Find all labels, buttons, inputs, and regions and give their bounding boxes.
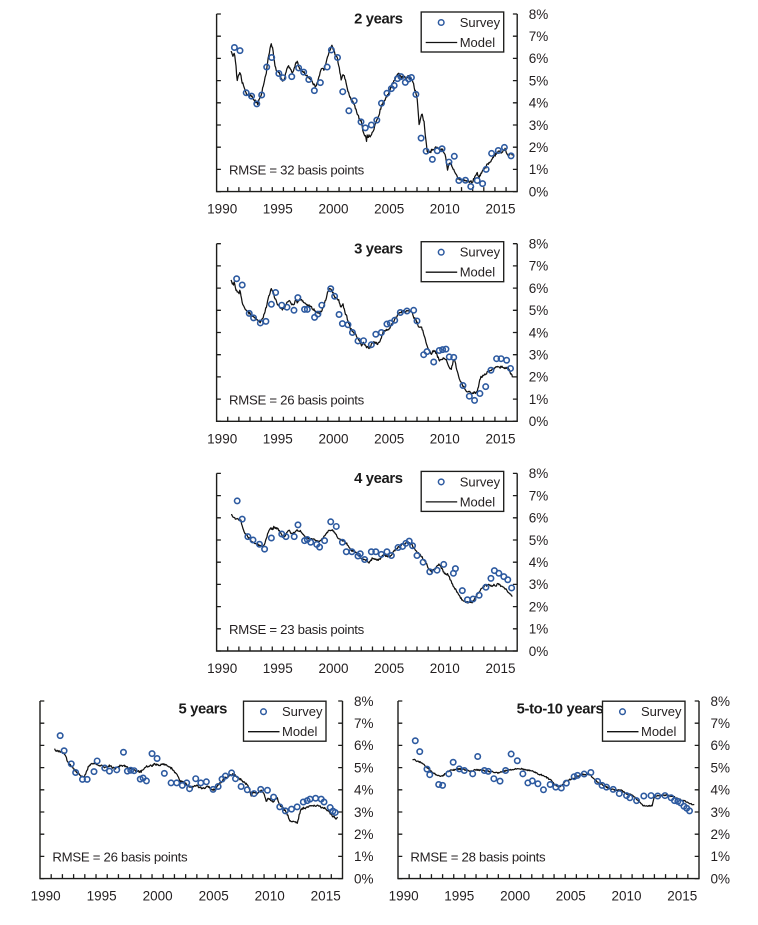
svg-text:2010: 2010 — [611, 889, 641, 904]
svg-text:2000: 2000 — [318, 431, 348, 446]
svg-text:2000: 2000 — [500, 889, 530, 904]
svg-text:5%: 5% — [529, 303, 549, 318]
svg-text:1%: 1% — [529, 622, 549, 637]
svg-text:3 years: 3 years — [354, 241, 403, 257]
svg-text:2005: 2005 — [374, 202, 404, 217]
svg-text:0%: 0% — [354, 871, 374, 886]
svg-text:6%: 6% — [529, 51, 549, 66]
svg-text:2005: 2005 — [374, 661, 404, 676]
svg-text:2010: 2010 — [430, 431, 460, 446]
svg-text:1995: 1995 — [263, 431, 293, 446]
svg-text:2005: 2005 — [556, 889, 586, 904]
svg-text:0%: 0% — [529, 184, 549, 199]
svg-text:1990: 1990 — [207, 202, 237, 217]
svg-text:Model: Model — [460, 494, 496, 509]
svg-text:8%: 8% — [354, 694, 374, 709]
svg-text:Survey: Survey — [641, 704, 682, 719]
svg-text:4%: 4% — [529, 325, 549, 340]
svg-text:3%: 3% — [529, 348, 549, 363]
svg-text:5%: 5% — [529, 73, 549, 88]
svg-text:Survey: Survey — [460, 15, 501, 30]
svg-text:RMSE = 26 basis points: RMSE = 26 basis points — [229, 392, 365, 407]
svg-text:7%: 7% — [529, 29, 549, 44]
svg-text:6%: 6% — [529, 511, 549, 526]
svg-text:5 years: 5 years — [179, 702, 228, 718]
svg-text:2000: 2000 — [318, 661, 348, 676]
svg-text:2 years: 2 years — [354, 12, 403, 28]
svg-text:2015: 2015 — [311, 889, 341, 904]
svg-text:6%: 6% — [529, 281, 549, 296]
svg-text:7%: 7% — [354, 716, 374, 731]
svg-text:0%: 0% — [529, 644, 549, 659]
svg-text:2010: 2010 — [430, 661, 460, 676]
svg-text:1990: 1990 — [207, 431, 237, 446]
svg-text:7%: 7% — [711, 716, 731, 731]
svg-text:Model: Model — [460, 35, 496, 50]
svg-text:6%: 6% — [354, 738, 374, 753]
svg-text:4%: 4% — [711, 783, 731, 798]
svg-text:5%: 5% — [529, 533, 549, 548]
svg-text:RMSE = 28 basis points: RMSE = 28 basis points — [410, 850, 546, 865]
svg-text:Model: Model — [641, 724, 677, 739]
svg-text:5-to-10 years: 5-to-10 years — [517, 702, 604, 718]
svg-text:2%: 2% — [711, 827, 731, 842]
svg-text:1990: 1990 — [389, 889, 419, 904]
svg-text:6%: 6% — [711, 738, 731, 753]
svg-text:1990: 1990 — [207, 661, 237, 676]
svg-text:2015: 2015 — [667, 889, 697, 904]
svg-text:8%: 8% — [529, 237, 549, 252]
svg-text:2015: 2015 — [485, 661, 515, 676]
svg-text:3%: 3% — [711, 805, 731, 820]
svg-text:1995: 1995 — [87, 889, 117, 904]
svg-text:RMSE = 23 basis points: RMSE = 23 basis points — [229, 622, 365, 637]
svg-text:1995: 1995 — [263, 661, 293, 676]
svg-text:1%: 1% — [711, 849, 731, 864]
svg-text:4%: 4% — [354, 783, 374, 798]
svg-text:2000: 2000 — [318, 202, 348, 217]
svg-text:2%: 2% — [354, 827, 374, 842]
svg-text:Model: Model — [460, 265, 496, 280]
svg-text:1990: 1990 — [31, 889, 61, 904]
svg-text:8%: 8% — [529, 466, 549, 481]
svg-text:2005: 2005 — [374, 431, 404, 446]
svg-text:Model: Model — [282, 724, 318, 739]
svg-text:1995: 1995 — [444, 889, 474, 904]
svg-text:1995: 1995 — [263, 202, 293, 217]
svg-text:3%: 3% — [529, 577, 549, 592]
svg-text:2015: 2015 — [485, 431, 515, 446]
svg-text:7%: 7% — [529, 488, 549, 503]
svg-text:5%: 5% — [354, 760, 374, 775]
svg-text:4%: 4% — [529, 96, 549, 111]
svg-text:Survey: Survey — [282, 704, 323, 719]
svg-text:8%: 8% — [711, 694, 731, 709]
svg-text:8%: 8% — [529, 7, 549, 22]
svg-text:5%: 5% — [711, 760, 731, 775]
svg-text:2015: 2015 — [485, 202, 515, 217]
svg-text:3%: 3% — [529, 118, 549, 133]
svg-text:Survey: Survey — [460, 245, 501, 260]
svg-text:2005: 2005 — [199, 889, 229, 904]
svg-text:7%: 7% — [529, 259, 549, 274]
svg-text:Survey: Survey — [460, 474, 501, 489]
svg-text:1%: 1% — [354, 849, 374, 864]
svg-text:4 years: 4 years — [354, 471, 403, 487]
svg-text:0%: 0% — [711, 871, 731, 886]
svg-text:1%: 1% — [529, 392, 549, 407]
svg-text:3%: 3% — [354, 805, 374, 820]
svg-text:2010: 2010 — [430, 202, 460, 217]
svg-text:0%: 0% — [529, 414, 549, 429]
svg-text:RMSE = 26 basis points: RMSE = 26 basis points — [52, 850, 188, 865]
svg-text:2%: 2% — [529, 599, 549, 614]
svg-text:2010: 2010 — [255, 889, 285, 904]
svg-text:2%: 2% — [529, 140, 549, 155]
svg-text:2%: 2% — [529, 370, 549, 385]
svg-text:RMSE = 32 basis points: RMSE = 32 basis points — [229, 163, 365, 178]
svg-text:4%: 4% — [529, 555, 549, 570]
svg-text:2000: 2000 — [143, 889, 173, 904]
svg-text:1%: 1% — [529, 162, 549, 177]
